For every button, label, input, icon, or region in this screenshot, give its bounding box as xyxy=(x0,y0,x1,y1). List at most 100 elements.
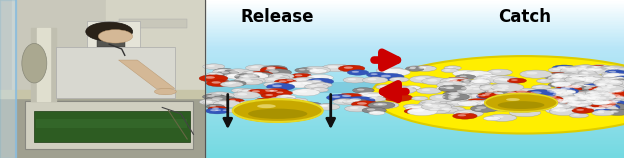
Bar xyxy=(205,120,624,121)
Bar xyxy=(205,149,624,150)
Circle shape xyxy=(612,100,620,102)
Circle shape xyxy=(474,100,504,107)
Bar xyxy=(205,105,624,107)
Circle shape xyxy=(238,72,268,80)
Circle shape xyxy=(204,100,212,102)
Circle shape xyxy=(239,101,256,105)
Circle shape xyxy=(584,67,605,72)
Bar xyxy=(205,103,624,104)
Bar xyxy=(205,53,624,54)
Circle shape xyxy=(457,114,466,116)
Circle shape xyxy=(484,86,494,88)
Circle shape xyxy=(582,71,588,73)
Circle shape xyxy=(602,102,609,104)
Circle shape xyxy=(553,105,563,107)
Circle shape xyxy=(448,98,455,100)
Circle shape xyxy=(490,83,524,91)
Circle shape xyxy=(602,92,622,97)
Circle shape xyxy=(451,88,479,95)
Circle shape xyxy=(266,83,295,90)
Circle shape xyxy=(457,90,466,92)
Circle shape xyxy=(368,102,395,109)
Circle shape xyxy=(212,93,222,96)
Bar xyxy=(205,113,624,115)
Circle shape xyxy=(571,103,597,110)
Bar xyxy=(205,94,624,95)
Circle shape xyxy=(505,94,513,96)
Circle shape xyxy=(557,88,575,92)
Circle shape xyxy=(363,77,388,83)
Circle shape xyxy=(464,100,480,105)
Circle shape xyxy=(265,90,274,92)
Circle shape xyxy=(295,68,314,73)
Circle shape xyxy=(446,92,471,98)
Circle shape xyxy=(482,102,506,108)
Circle shape xyxy=(616,97,624,99)
Circle shape xyxy=(416,77,426,80)
Circle shape xyxy=(566,69,577,71)
Circle shape xyxy=(494,115,504,118)
Circle shape xyxy=(550,88,567,93)
Circle shape xyxy=(228,75,233,76)
Bar xyxy=(205,76,624,78)
Bar xyxy=(205,11,624,12)
Bar xyxy=(205,145,624,146)
Circle shape xyxy=(246,101,251,103)
Circle shape xyxy=(599,101,610,103)
Circle shape xyxy=(611,95,624,100)
Circle shape xyxy=(466,98,495,106)
Bar xyxy=(205,97,624,99)
Circle shape xyxy=(512,92,534,97)
Circle shape xyxy=(551,90,580,97)
Circle shape xyxy=(570,82,595,88)
Circle shape xyxy=(288,98,308,103)
Circle shape xyxy=(605,95,624,101)
Circle shape xyxy=(582,95,609,102)
Circle shape xyxy=(222,71,229,73)
Circle shape xyxy=(462,82,472,85)
Circle shape xyxy=(302,82,313,84)
Circle shape xyxy=(422,78,451,85)
Circle shape xyxy=(553,105,572,109)
Circle shape xyxy=(206,96,236,103)
Circle shape xyxy=(451,93,460,95)
Circle shape xyxy=(462,102,469,104)
Circle shape xyxy=(241,106,248,108)
Circle shape xyxy=(262,103,271,106)
Bar xyxy=(205,99,624,100)
Circle shape xyxy=(530,91,542,94)
Bar xyxy=(205,16,624,17)
Circle shape xyxy=(573,67,598,73)
Circle shape xyxy=(558,108,566,110)
Circle shape xyxy=(203,64,225,69)
Circle shape xyxy=(545,73,575,81)
Bar xyxy=(205,112,624,113)
Circle shape xyxy=(537,95,555,100)
Circle shape xyxy=(384,89,392,91)
Circle shape xyxy=(265,88,289,95)
Circle shape xyxy=(590,81,618,88)
Circle shape xyxy=(429,106,449,111)
Circle shape xyxy=(595,88,622,94)
Circle shape xyxy=(612,101,618,103)
Circle shape xyxy=(296,102,322,109)
Circle shape xyxy=(276,91,283,93)
Circle shape xyxy=(417,88,442,94)
Circle shape xyxy=(609,89,624,96)
Circle shape xyxy=(617,77,623,79)
Circle shape xyxy=(391,86,416,93)
Circle shape xyxy=(261,65,287,72)
Circle shape xyxy=(598,110,605,112)
Circle shape xyxy=(274,74,283,77)
Circle shape xyxy=(606,100,615,102)
Circle shape xyxy=(207,65,215,67)
Circle shape xyxy=(411,107,422,109)
Circle shape xyxy=(429,94,459,102)
Circle shape xyxy=(437,81,467,89)
Circle shape xyxy=(572,101,581,103)
Circle shape xyxy=(516,93,524,95)
Circle shape xyxy=(613,78,619,79)
Circle shape xyxy=(560,101,567,103)
Circle shape xyxy=(609,96,617,98)
Circle shape xyxy=(593,91,613,96)
